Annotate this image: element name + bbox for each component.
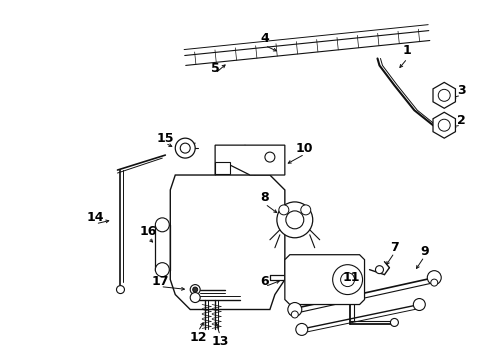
Circle shape <box>412 298 425 310</box>
Circle shape <box>180 143 190 153</box>
Text: 10: 10 <box>295 141 313 155</box>
Polygon shape <box>170 175 285 310</box>
Circle shape <box>375 266 383 274</box>
Circle shape <box>155 263 169 276</box>
Circle shape <box>389 319 398 327</box>
Circle shape <box>436 126 444 134</box>
Circle shape <box>116 285 124 293</box>
Polygon shape <box>215 145 285 175</box>
Circle shape <box>437 119 449 131</box>
Text: 2: 2 <box>456 114 465 127</box>
Circle shape <box>300 205 310 215</box>
Circle shape <box>287 302 301 316</box>
Text: 14: 14 <box>87 211 104 224</box>
Text: 12: 12 <box>189 331 206 344</box>
Text: 16: 16 <box>140 225 157 238</box>
Circle shape <box>175 138 195 158</box>
Text: 5: 5 <box>210 62 219 75</box>
Text: 15: 15 <box>156 132 174 145</box>
Circle shape <box>285 211 303 229</box>
Text: 6: 6 <box>260 275 269 288</box>
Circle shape <box>264 152 274 162</box>
Polygon shape <box>432 82 454 108</box>
Circle shape <box>190 285 200 294</box>
Polygon shape <box>432 112 454 138</box>
Text: 17: 17 <box>151 275 169 288</box>
Text: 13: 13 <box>211 335 228 348</box>
Text: 4: 4 <box>260 32 269 45</box>
Circle shape <box>340 273 354 287</box>
Text: 7: 7 <box>389 241 398 254</box>
Text: 3: 3 <box>456 84 465 97</box>
Circle shape <box>437 89 449 101</box>
Circle shape <box>190 293 200 302</box>
Circle shape <box>276 202 312 238</box>
Text: 1: 1 <box>402 44 411 57</box>
Circle shape <box>332 265 362 294</box>
Circle shape <box>295 323 307 336</box>
Polygon shape <box>285 255 364 305</box>
Circle shape <box>427 271 440 285</box>
Text: 11: 11 <box>342 271 360 284</box>
Bar <box>215 162 229 174</box>
Circle shape <box>430 279 437 286</box>
Circle shape <box>155 218 169 232</box>
Text: 9: 9 <box>419 245 428 258</box>
Circle shape <box>291 311 298 318</box>
Text: 8: 8 <box>260 192 269 204</box>
Circle shape <box>278 205 288 215</box>
Circle shape <box>192 287 197 292</box>
